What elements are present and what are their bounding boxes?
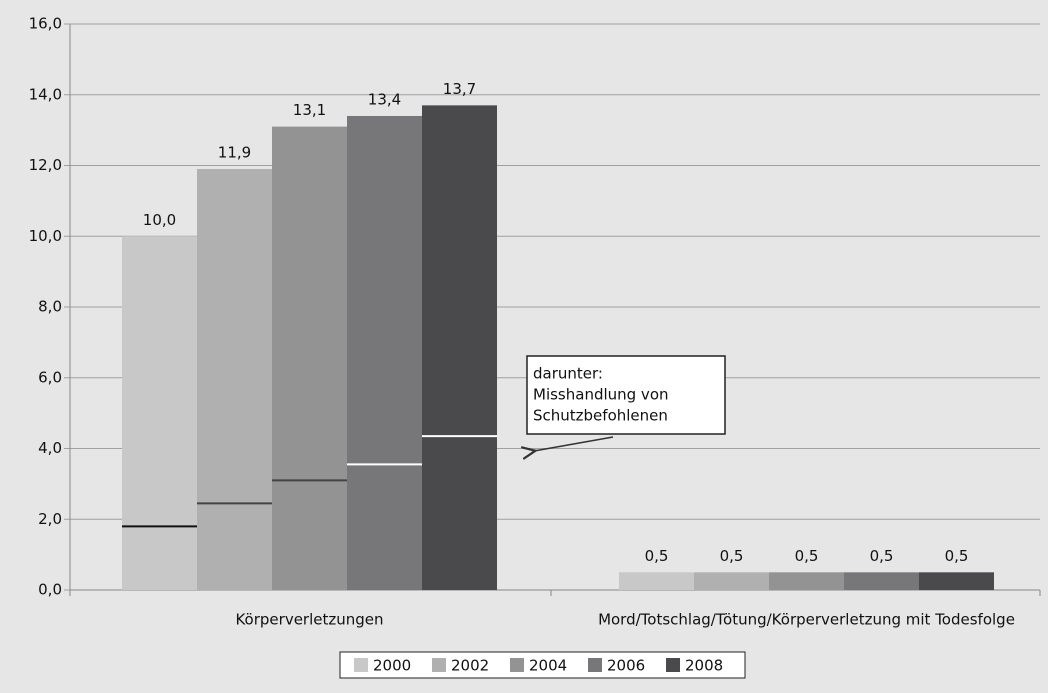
y-tick-label: 12,0 <box>29 156 62 174</box>
data-label: 13,7 <box>443 80 476 98</box>
y-tick-label: 4,0 <box>38 439 62 457</box>
y-tick-label: 2,0 <box>38 510 62 528</box>
data-label: 0,5 <box>945 547 969 565</box>
y-tick-label: 0,0 <box>38 581 62 599</box>
legend-swatch <box>666 658 680 672</box>
data-label: 13,1 <box>293 101 326 119</box>
annotation-text: Schutzbefohlenen <box>533 407 668 425</box>
bar <box>919 572 994 590</box>
bar <box>272 126 347 591</box>
legend-label: 2008 <box>685 657 723 675</box>
bar <box>844 572 919 590</box>
bar <box>122 236 197 590</box>
data-label: 13,4 <box>368 90 401 108</box>
y-tick-label: 10,0 <box>29 227 62 245</box>
legend-label: 2000 <box>373 657 411 675</box>
legend-swatch <box>588 658 602 672</box>
annotation-box <box>526 355 726 435</box>
y-tick-label: 8,0 <box>38 298 62 316</box>
bar <box>197 169 272 590</box>
x-tick-label: Mord/Totschlag/Tötung/Körperverletzung m… <box>598 611 1015 629</box>
data-label: 11,9 <box>218 144 251 162</box>
data-label: 0,5 <box>870 547 894 565</box>
legend-label: 2006 <box>607 657 645 675</box>
legend-swatch <box>510 658 524 672</box>
y-tick-label: 14,0 <box>29 85 62 103</box>
bar <box>769 572 844 590</box>
bar <box>422 105 497 591</box>
data-label: 0,5 <box>720 547 744 565</box>
legend-label: 2004 <box>529 657 567 675</box>
bar <box>694 572 769 590</box>
annotation-text: darunter: <box>533 365 603 383</box>
annotation-arrow <box>534 436 614 451</box>
data-label: 10,0 <box>143 211 176 229</box>
data-label: 0,5 <box>645 547 669 565</box>
x-tick-label: Körperverletzungen <box>235 611 383 629</box>
bar <box>619 572 694 590</box>
legend-swatch <box>354 658 368 672</box>
legend-label: 2002 <box>451 657 489 675</box>
annotation-text: Misshandlung von <box>533 386 669 404</box>
data-label: 0,5 <box>795 547 819 565</box>
y-tick-label: 6,0 <box>38 368 62 386</box>
y-tick-label: 16,0 <box>29 15 62 33</box>
legend-swatch <box>432 658 446 672</box>
bar <box>347 115 422 590</box>
